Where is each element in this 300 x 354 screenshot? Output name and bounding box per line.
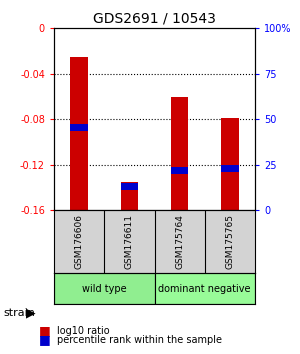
Text: ■: ■ xyxy=(39,333,51,346)
Bar xyxy=(70,57,88,210)
Text: wild type: wild type xyxy=(82,284,127,293)
Text: ▶: ▶ xyxy=(26,307,35,320)
Bar xyxy=(171,167,188,174)
Text: GSM175765: GSM175765 xyxy=(225,214,234,269)
Text: GSM176606: GSM176606 xyxy=(75,214,84,269)
Bar xyxy=(221,165,239,172)
Bar xyxy=(221,118,239,210)
Bar xyxy=(121,182,138,210)
Title: GDS2691 / 10543: GDS2691 / 10543 xyxy=(93,12,216,26)
Bar xyxy=(121,183,138,190)
FancyBboxPatch shape xyxy=(54,273,154,304)
Text: GSM175764: GSM175764 xyxy=(175,214,184,269)
Text: log10 ratio: log10 ratio xyxy=(57,326,110,336)
Text: GSM176611: GSM176611 xyxy=(125,214,134,269)
Text: ■: ■ xyxy=(39,325,51,337)
Text: dominant negative: dominant negative xyxy=(158,284,251,293)
Text: percentile rank within the sample: percentile rank within the sample xyxy=(57,335,222,345)
Bar xyxy=(171,97,188,210)
FancyBboxPatch shape xyxy=(154,273,255,304)
Bar xyxy=(70,124,88,131)
Text: strain: strain xyxy=(3,308,35,318)
